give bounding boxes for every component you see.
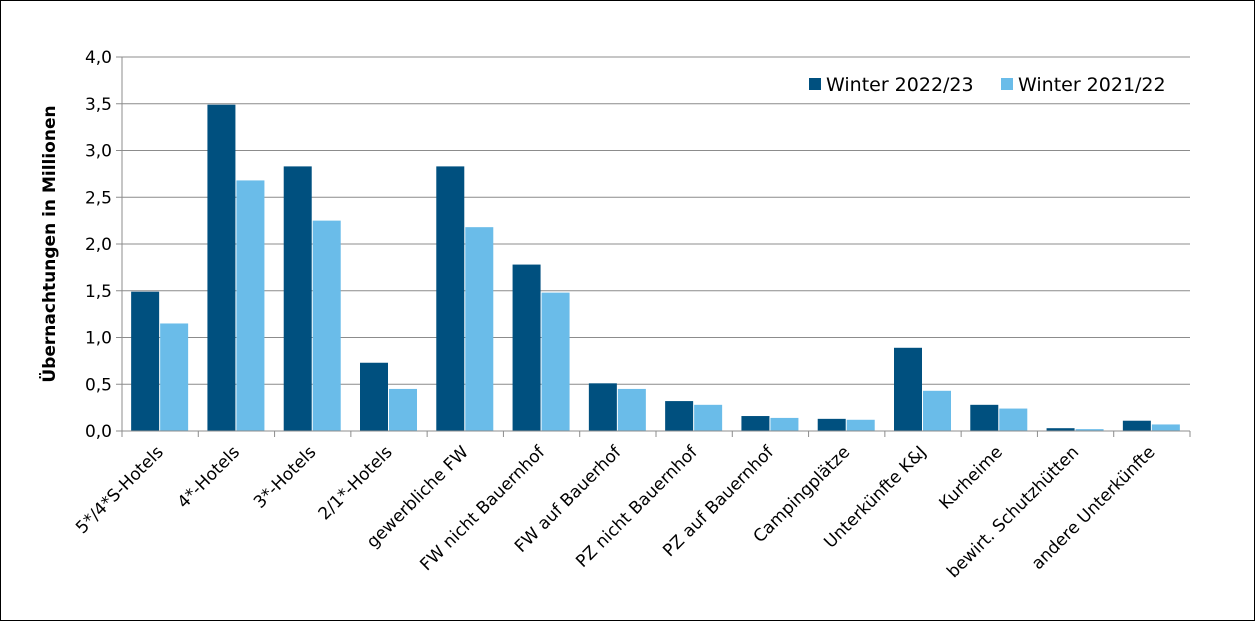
x-tick-label: FW nicht Bauernhof	[416, 442, 549, 575]
bar-winter-2021-22	[160, 323, 189, 431]
legend-swatch	[1001, 78, 1013, 90]
y-tick-label: 3,5	[85, 95, 112, 115]
bar-winter-2022-23	[1046, 428, 1075, 431]
bar-winter-2022-23	[894, 347, 922, 431]
bar-winter-2021-22	[923, 390, 951, 431]
bar-winter-2021-22	[1075, 429, 1104, 431]
bar-winter-2022-23	[131, 291, 160, 431]
bar-winter-2022-23	[283, 166, 312, 431]
bar-winter-2021-22	[846, 419, 875, 431]
bar-winter-2022-23	[588, 383, 617, 431]
legend-label: Winter 2022/23	[826, 74, 974, 96]
bar-winter-2022-23	[1122, 420, 1151, 431]
y-tick-label: 2,5	[85, 188, 112, 208]
bar-winter-2021-22	[541, 292, 570, 431]
bars	[131, 104, 1180, 431]
x-axis-ticks: 5*/4*S-Hotels 4*-Hotels 3*-Hotels2/1*-Hote…	[72, 431, 1191, 582]
bar-winter-2022-23	[360, 362, 388, 431]
x-tick-label: 3*-Hotels	[250, 442, 320, 512]
y-tick-label: 3,0	[85, 142, 112, 162]
bar-winter-2021-22	[694, 404, 723, 431]
bar-winter-2021-22	[465, 227, 494, 431]
y-axis-ticks: 0,0 0,5 1,0 1,5 2,0 2,5 3,0 3,5 4,0	[85, 48, 122, 442]
bar-winter-2021-22	[999, 408, 1028, 431]
bar-winter-2022-23	[436, 166, 465, 431]
bar-winter-2021-22	[236, 180, 265, 431]
y-tick-label: 2,0	[85, 235, 112, 255]
y-tick-label: 1,5	[85, 282, 112, 302]
x-tick-label: bewirt. Schutzhütten	[943, 442, 1083, 582]
y-tick-label: 1,0	[85, 329, 112, 349]
x-tick-label: Kurheime	[936, 442, 1007, 513]
legend-label: Winter 2021/22	[1018, 74, 1166, 96]
grid-lines	[122, 56, 1190, 385]
bar-winter-2021-22	[1151, 424, 1180, 431]
bar-winter-2022-23	[512, 264, 541, 431]
legend-swatch	[809, 78, 821, 90]
bar-winter-2022-23	[665, 401, 694, 431]
bar-winter-2021-22	[312, 220, 341, 431]
y-tick-label: 0,5	[85, 375, 112, 395]
legend: Winter 2022/23 Winter 2021/22	[809, 74, 1166, 96]
bar-winter-2021-22	[389, 388, 417, 431]
bar-winter-2022-23	[207, 104, 236, 431]
bar-winter-2022-23	[970, 404, 999, 431]
y-tick-label: 0,0	[85, 422, 112, 442]
bar-winter-2021-22	[617, 388, 646, 431]
x-tick-label: 2/1*-Hotels	[315, 442, 397, 524]
bar-winter-2021-22	[770, 417, 799, 431]
x-tick-label: andere Unterkünfte	[1028, 442, 1159, 573]
y-tick-label: 4,0	[85, 48, 112, 68]
x-tick-label: 5*/4*S-Hotels	[72, 442, 168, 538]
y-axis-label: Übernachtungen in Millionen	[38, 105, 60, 382]
x-tick-label: 4*-Hotels	[174, 442, 244, 512]
bar-winter-2022-23	[741, 416, 770, 431]
bar-winter-2022-23	[817, 418, 846, 431]
